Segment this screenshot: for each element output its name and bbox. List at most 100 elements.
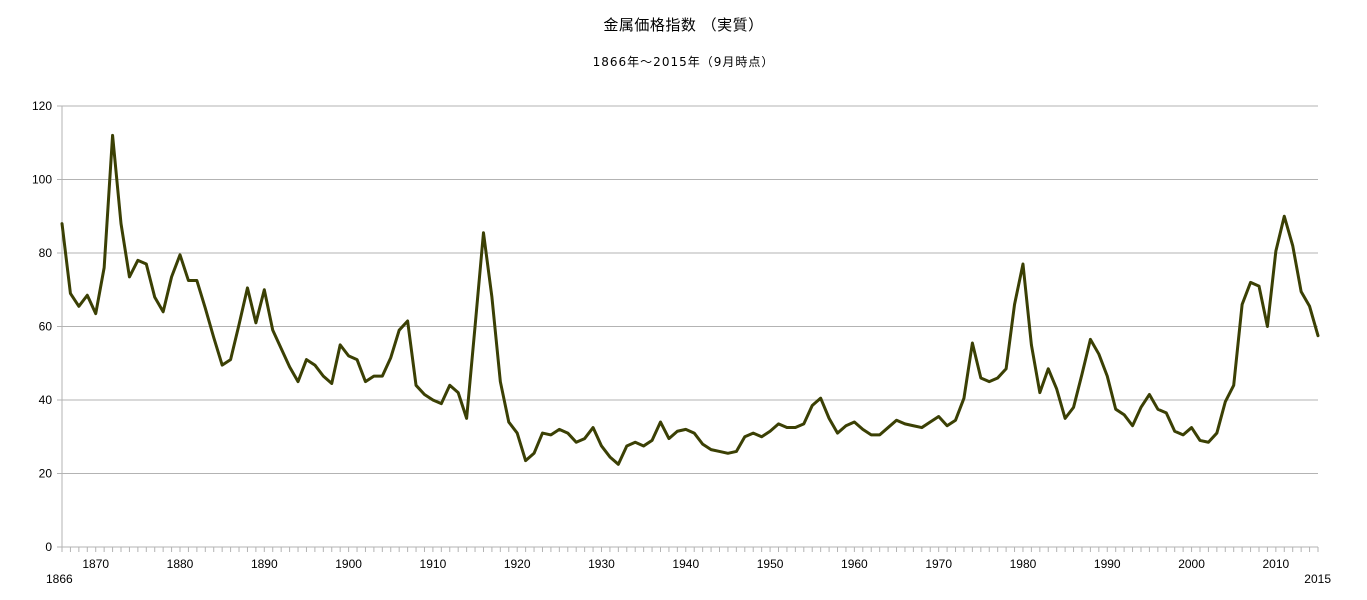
data-point <box>1249 281 1252 284</box>
data-point <box>634 441 637 444</box>
y-tick-label: 80 <box>39 246 53 260</box>
data-point <box>659 421 662 424</box>
data-point <box>887 426 890 429</box>
y-tick-label: 100 <box>32 173 52 187</box>
data-point <box>962 397 965 400</box>
y-axis-tick-labels: 0 20 40 60 80 100 120 <box>32 99 52 554</box>
data-point <box>1224 400 1227 403</box>
data-point <box>996 376 999 379</box>
data-point <box>600 444 603 447</box>
data-point <box>195 279 198 282</box>
data-point <box>339 343 342 346</box>
data-point <box>912 424 915 427</box>
data-point <box>153 296 156 299</box>
axes <box>57 105 1319 552</box>
data-point <box>440 402 443 405</box>
data-point <box>322 375 325 378</box>
data-point <box>229 358 232 361</box>
data-point <box>954 419 957 422</box>
data-point <box>794 426 797 429</box>
x-tick-label: 1920 <box>504 557 531 571</box>
data-point <box>482 231 485 234</box>
data-point <box>204 307 207 310</box>
x-tick-label: 1990 <box>1094 557 1121 571</box>
data-point <box>381 375 384 378</box>
x-tick-label: 1866 <box>46 572 73 586</box>
data-point <box>642 444 645 447</box>
data-point <box>271 329 274 332</box>
data-point <box>878 433 881 436</box>
data-point <box>1241 303 1244 306</box>
data-point <box>507 421 510 424</box>
data-point <box>870 433 873 436</box>
data-point <box>145 263 148 266</box>
data-point <box>836 432 839 435</box>
data-point <box>760 435 763 438</box>
data-point <box>971 342 974 345</box>
data-point <box>457 391 460 394</box>
data-point <box>398 329 401 332</box>
data-point <box>743 435 746 438</box>
data-point <box>853 421 856 424</box>
data-point <box>1156 408 1159 411</box>
data-point <box>1055 387 1058 390</box>
data-point <box>592 426 595 429</box>
data-point <box>558 428 561 431</box>
y-tick-label: 40 <box>39 393 53 407</box>
data-point <box>1308 305 1311 308</box>
data-point <box>136 259 139 262</box>
data-point <box>785 426 788 429</box>
data-point <box>1173 430 1176 433</box>
data-point <box>448 384 451 387</box>
data-point <box>701 443 704 446</box>
data-point <box>297 380 300 383</box>
data-point <box>769 430 772 433</box>
data-point <box>566 432 569 435</box>
data-point <box>406 319 409 322</box>
data-point <box>246 286 249 289</box>
data-point <box>735 450 738 453</box>
x-tick-label: 1930 <box>588 557 615 571</box>
data-point <box>1047 367 1050 370</box>
series-line <box>60 133 1320 466</box>
x-tick-label: 1940 <box>672 557 699 571</box>
data-point <box>356 358 359 361</box>
data-point <box>1182 433 1185 436</box>
x-tick-label: 2000 <box>1178 557 1205 571</box>
data-point <box>819 397 822 400</box>
x-tick-label: 1870 <box>82 557 109 571</box>
data-point <box>1148 393 1151 396</box>
data-point <box>625 444 628 447</box>
y-tick-label: 20 <box>39 467 53 481</box>
x-tick-label: 1980 <box>1010 557 1037 571</box>
data-point <box>1072 406 1075 409</box>
data-point <box>946 424 949 427</box>
data-point <box>1291 244 1294 247</box>
x-tick-label: 2010 <box>1263 557 1290 571</box>
data-point <box>575 441 578 444</box>
data-point <box>1030 343 1033 346</box>
data-point <box>1131 424 1134 427</box>
data-point <box>1080 373 1083 376</box>
data-point <box>929 421 932 424</box>
data-point <box>726 452 729 455</box>
y-tick-label: 120 <box>32 99 52 113</box>
data-point <box>120 222 123 225</box>
data-point <box>1089 338 1092 341</box>
data-point <box>1123 413 1126 416</box>
data-point <box>1232 384 1235 387</box>
data-point <box>651 439 654 442</box>
data-point <box>415 384 418 387</box>
data-point <box>77 305 80 308</box>
x-tick-label: 1900 <box>335 557 362 571</box>
data-point <box>389 356 392 359</box>
data-point <box>844 424 847 427</box>
data-point <box>86 294 89 297</box>
data-point <box>541 432 544 435</box>
data-point <box>988 380 991 383</box>
data-point <box>1300 290 1303 293</box>
data-point <box>1283 215 1286 218</box>
data-point <box>1013 303 1016 306</box>
data-point <box>684 428 687 431</box>
